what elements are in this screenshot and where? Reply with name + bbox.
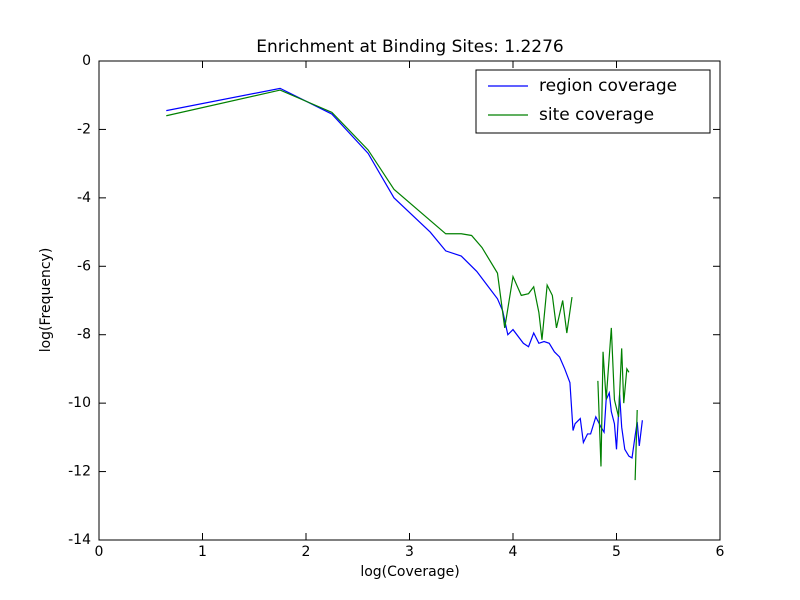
x-axis-label: log(Coverage) — [360, 564, 459, 580]
y-tick-label: -12 — [68, 464, 91, 480]
x-tick-label: 6 — [716, 544, 725, 560]
x-tick-label: 5 — [612, 544, 621, 560]
legend-label: site coverage — [539, 105, 654, 125]
y-tick-label: 0 — [82, 53, 91, 69]
plot-frame — [98, 60, 721, 541]
x-tick-label: 2 — [302, 544, 311, 560]
series-line — [166, 89, 638, 481]
x-tick-label: 4 — [509, 544, 518, 560]
x-tick-label: 3 — [405, 544, 414, 560]
y-tick-label: -14 — [68, 532, 91, 548]
y-tick-label: -4 — [77, 190, 91, 206]
y-tick-label: -10 — [68, 395, 91, 411]
x-tick-label: 0 — [95, 544, 104, 560]
legend-box — [475, 69, 711, 134]
y-axis-label: log(Frequency) — [38, 248, 54, 353]
chart-title: Enrichment at Binding Sites: 1.2276 — [256, 37, 563, 57]
y-tick-label: -6 — [77, 258, 91, 274]
y-tick-label: -8 — [77, 327, 91, 343]
y-tick-label: -2 — [77, 121, 91, 137]
x-tick-label: 1 — [198, 544, 207, 560]
legend-label: region coverage — [539, 76, 677, 96]
series-line — [166, 87, 643, 459]
